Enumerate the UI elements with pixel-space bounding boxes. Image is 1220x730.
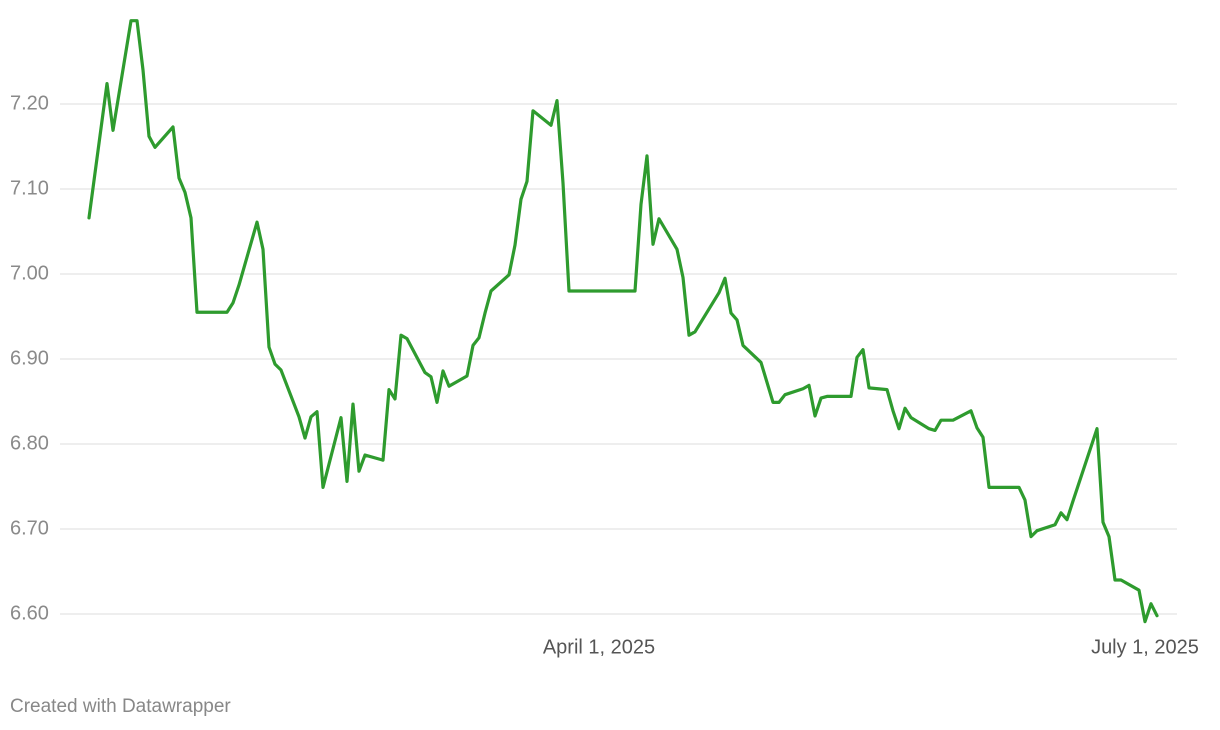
y-tick-label: 7.20 [10, 92, 49, 114]
footer: Created with Datawrapper [10, 696, 231, 717]
y-tick-label: 6.90 [10, 347, 49, 369]
line [87, 19, 1159, 624]
y-tick-label: 7.00 [10, 262, 49, 284]
x-tick-label: April 1, 2025 [543, 636, 655, 658]
y-tick-label: 6.80 [10, 432, 49, 454]
y-tick-label: 6.70 [10, 517, 49, 539]
y-tick-label: 7.10 [10, 177, 49, 199]
x-tick-label: July 1, 2025 [1091, 636, 1199, 658]
y-tick-label: 6.60 [10, 602, 49, 624]
